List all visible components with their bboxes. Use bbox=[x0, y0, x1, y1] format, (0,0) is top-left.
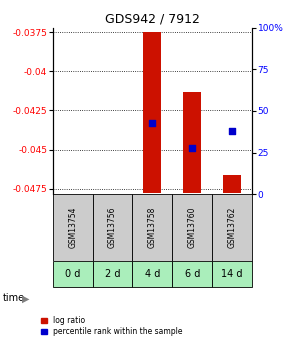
Bar bbox=[172, 194, 212, 261]
Bar bbox=[183, 92, 201, 193]
Text: 14 d: 14 d bbox=[221, 269, 243, 279]
Bar bbox=[132, 194, 172, 261]
Text: 2 d: 2 d bbox=[105, 269, 120, 279]
Text: GSM13758: GSM13758 bbox=[148, 207, 157, 248]
Text: 6 d: 6 d bbox=[185, 269, 200, 279]
Bar bbox=[172, 261, 212, 287]
Text: GSM13760: GSM13760 bbox=[188, 207, 197, 248]
Text: GSM13754: GSM13754 bbox=[68, 207, 77, 248]
Bar bbox=[93, 261, 132, 287]
Bar bbox=[212, 194, 252, 261]
Bar bbox=[53, 194, 93, 261]
Point bbox=[230, 128, 234, 134]
Point bbox=[190, 145, 195, 150]
Title: GDS942 / 7912: GDS942 / 7912 bbox=[105, 12, 200, 25]
Bar bbox=[132, 261, 172, 287]
Text: GSM13762: GSM13762 bbox=[228, 207, 236, 248]
Text: 4 d: 4 d bbox=[145, 269, 160, 279]
Bar bbox=[143, 32, 161, 193]
Text: GSM13756: GSM13756 bbox=[108, 207, 117, 248]
Text: 0 d: 0 d bbox=[65, 269, 80, 279]
Text: time: time bbox=[3, 294, 25, 303]
Bar bbox=[93, 194, 132, 261]
Legend: log ratio, percentile rank within the sample: log ratio, percentile rank within the sa… bbox=[39, 314, 185, 338]
Text: ▶: ▶ bbox=[22, 294, 30, 303]
Bar bbox=[53, 261, 93, 287]
Bar bbox=[223, 175, 241, 193]
Bar bbox=[212, 261, 252, 287]
Point bbox=[150, 120, 155, 125]
